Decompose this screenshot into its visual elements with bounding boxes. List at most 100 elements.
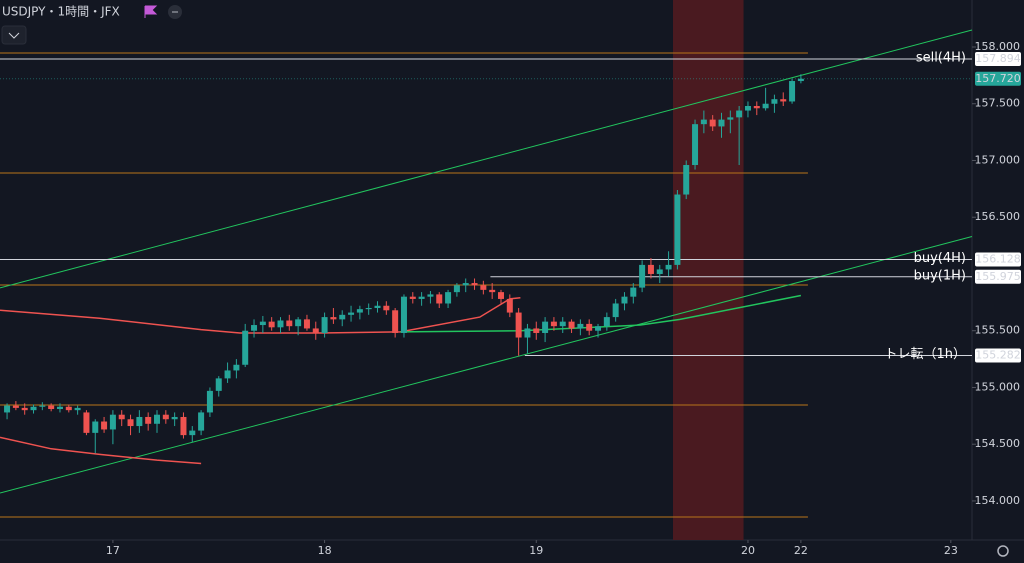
candle-body: [771, 99, 778, 104]
price-marker-box: [975, 269, 1021, 284]
candle-body: [789, 81, 796, 102]
candle-body: [568, 321, 575, 329]
x-tick-label: 22: [794, 544, 808, 557]
x-tick-label: 17: [106, 544, 120, 557]
x-tick-label: 20: [741, 544, 755, 557]
candle-body: [145, 416, 152, 424]
candle-body: [48, 405, 55, 410]
candle-body: [506, 298, 513, 313]
marker-label: トレ転（1h）: [884, 347, 966, 362]
candle-body: [136, 416, 143, 427]
candle-body: [647, 264, 654, 274]
candle-body: [268, 321, 275, 328]
candle-body: [259, 321, 266, 326]
candle-body: [171, 416, 178, 420]
highlight-zone: [672, 0, 744, 540]
candle-body: [736, 110, 743, 118]
candle-body: [427, 294, 434, 297]
x-tick-label: 23: [944, 544, 958, 557]
candle-body: [621, 296, 628, 304]
candle-body: [718, 119, 725, 127]
price-marker-label: 157.894: [975, 52, 1021, 65]
x-tick-label: 19: [529, 544, 543, 557]
candle-body: [224, 370, 231, 379]
candle-body: [436, 294, 443, 304]
price-marker-box: [975, 252, 1021, 267]
last-price-box: [975, 71, 1021, 86]
candle-body: [462, 283, 469, 286]
candle-body: [312, 328, 319, 333]
candle-body: [303, 319, 310, 329]
candle-body: [12, 405, 19, 408]
price-marker-label: 155.282: [975, 348, 1021, 361]
candle-body: [559, 321, 566, 327]
candle-body: [189, 430, 196, 436]
chevron-icon: [8, 32, 20, 39]
candle-body: [242, 330, 249, 365]
marker-label: sell(4H): [916, 51, 966, 66]
candle-body: [321, 317, 328, 333]
candle-body: [550, 321, 557, 327]
price-marker-label: 155.975: [975, 270, 1021, 283]
candle-body: [515, 312, 522, 338]
candle-body: [233, 364, 240, 371]
moving-average: [400, 294, 802, 333]
candle-body: [180, 416, 187, 436]
y-tick-label: 158.000: [975, 40, 1021, 53]
candle-body: [665, 264, 672, 270]
flag-icon: [144, 5, 158, 18]
x-tick-label: 18: [318, 544, 332, 557]
symbol-title: USDJPY・1時間・JFX: [2, 5, 120, 19]
candle-body: [392, 310, 399, 333]
candle-body: [489, 289, 496, 293]
candle-body: [674, 194, 681, 265]
candle-body: [162, 414, 169, 420]
candle-body: [251, 325, 258, 331]
candle-body: [365, 308, 372, 310]
candle-body: [418, 296, 425, 299]
candle-body: [118, 414, 125, 420]
candle-body: [656, 269, 663, 274]
candle-body: [762, 103, 769, 109]
candle-body: [586, 323, 593, 331]
marker-label: buy(1H): [914, 268, 966, 283]
price-marker-label: 156.128: [975, 252, 1021, 265]
candle-body: [206, 390, 213, 413]
y-tick-label: 155.500: [975, 324, 1021, 337]
candle-body: [480, 285, 487, 290]
candle-body: [709, 119, 716, 127]
trendline: [0, 29, 973, 289]
candle-body: [683, 165, 690, 195]
candle-body: [356, 309, 363, 313]
moving-average: [0, 436, 202, 465]
candle-body: [797, 78, 804, 82]
marker-label: buy(4H): [914, 251, 966, 266]
candle-body: [39, 405, 46, 407]
candle-body: [30, 406, 37, 411]
trendline: [0, 236, 973, 494]
candle-body: [286, 320, 293, 327]
y-tick-label: 157.000: [975, 153, 1021, 166]
y-tick-label: 154.000: [975, 494, 1021, 507]
candle-body: [603, 317, 610, 327]
candle-body: [595, 326, 602, 331]
settings-icon[interactable]: [997, 545, 1009, 557]
candle-body: [277, 320, 284, 328]
candle-body: [83, 412, 90, 433]
candle-body: [612, 303, 619, 318]
candle-body: [92, 421, 99, 433]
candle-body: [74, 407, 81, 411]
y-tick-label: 155.000: [975, 380, 1021, 393]
candle-body: [533, 328, 540, 333]
candle-body: [700, 119, 707, 125]
candle-body: [453, 285, 460, 293]
y-tick-label: 154.500: [975, 437, 1021, 450]
candle-body: [744, 106, 751, 111]
candle-body: [445, 292, 452, 304]
collapse-button[interactable]: [1, 25, 27, 45]
candle-body: [330, 317, 337, 320]
price-marker-box: [975, 348, 1021, 363]
candle-body: [21, 407, 28, 411]
